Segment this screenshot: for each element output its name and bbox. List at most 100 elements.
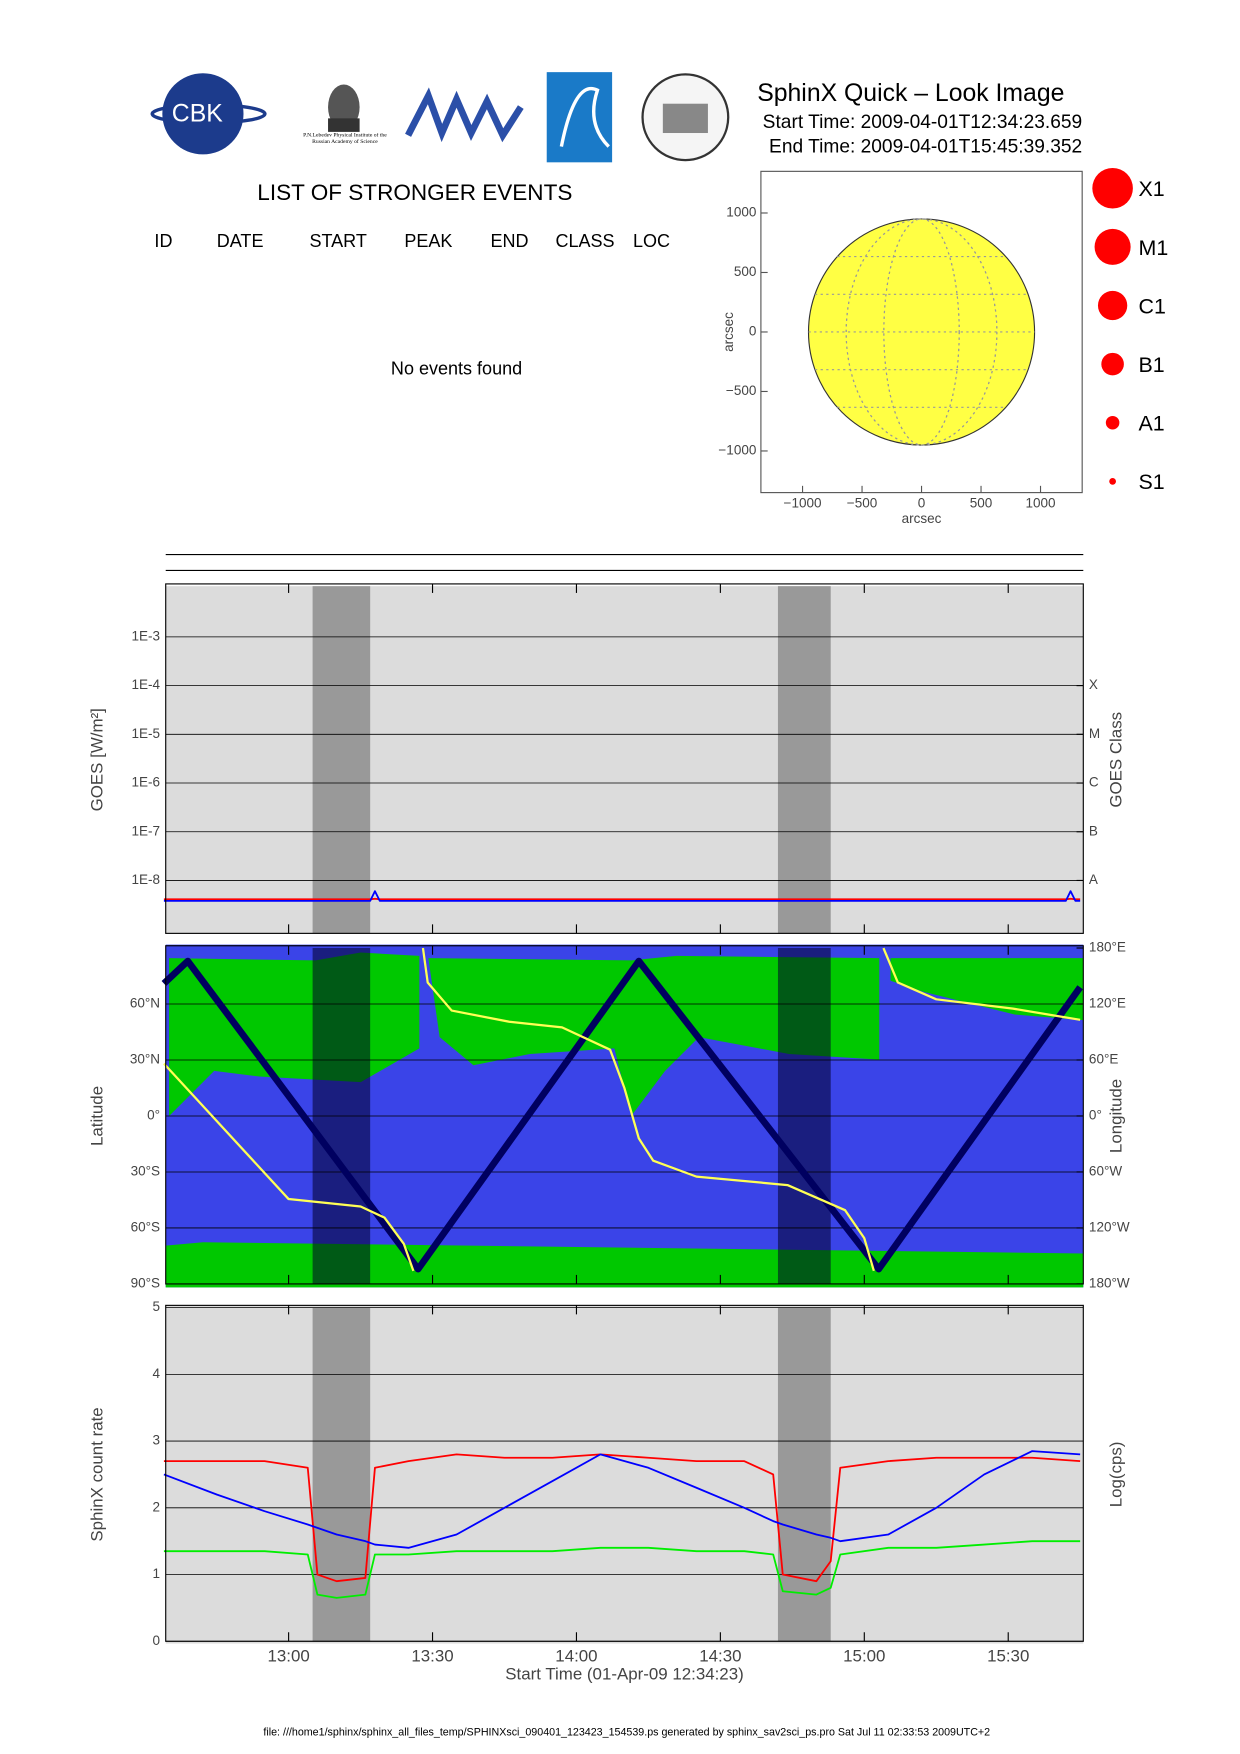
y-tick-label: 1000: [726, 205, 756, 220]
y-tick-label: 0: [749, 324, 757, 339]
footer: file: ///home1/sphinx/sphinx_all_files_t…: [263, 1726, 990, 1738]
logo-caption-box: P.N.Lebedev Physical Institute of the Ru…: [303, 133, 387, 146]
disk-grid: [883, 218, 960, 446]
series-line: [163, 1540, 1081, 1599]
region: [890, 958, 1084, 1021]
x-axis-label: arcsec: [902, 511, 942, 526]
logo-portrait: [328, 118, 360, 132]
y-axis-label: Latitude: [88, 1086, 107, 1146]
series-line: [161, 957, 1083, 1273]
class-marker: [1092, 167, 1133, 209]
y2-tick-label: 60°W: [1089, 1164, 1122, 1179]
y-tick-label: 1E-8: [132, 872, 161, 887]
class-marker: [1101, 352, 1124, 376]
page-title: SphinX Quick – Look Image: [757, 80, 1064, 107]
y-tick-label: 1E-5: [132, 726, 161, 741]
y2-tick-label: B: [1089, 823, 1098, 838]
class-label: M1: [1139, 236, 1169, 260]
y-tick-label: 4: [153, 1366, 161, 1381]
class-label: X1: [1139, 177, 1165, 201]
logo-square: [546, 72, 613, 163]
logo-text: CBK: [172, 101, 223, 128]
plot-frame: [165, 583, 1084, 934]
region: [165, 1242, 1084, 1288]
y2-tick-label: C: [1089, 775, 1099, 790]
y2-tick-label: A: [1089, 872, 1098, 887]
class-marker: [1094, 228, 1131, 265]
column-header: DATE: [217, 231, 264, 251]
series-line: [163, 897, 1081, 901]
column-header: PEAK: [404, 231, 452, 251]
x-tick-label: 1000: [1025, 495, 1055, 510]
y-tick-label: 90°S: [131, 1276, 160, 1291]
y-tick-label: 5: [153, 1299, 161, 1314]
y-tick-label: 3: [153, 1433, 161, 1448]
y-tick-label: 0: [153, 1633, 161, 1648]
disk-grid: [845, 218, 998, 446]
plot-frame: [165, 1304, 1084, 1642]
y-axis-label: SphinX count rate: [88, 1407, 107, 1541]
class-label: A1: [1139, 412, 1165, 436]
series-line: [163, 1453, 1081, 1583]
y2-axis-label: Longitude: [1107, 1079, 1126, 1153]
y2-tick-label: M: [1089, 726, 1100, 741]
x-tick-label: 13:30: [411, 1647, 453, 1666]
x-tick-label: 13:00: [267, 1647, 309, 1666]
class-marker: [1105, 415, 1120, 430]
y-tick-label: 60°S: [131, 1220, 160, 1235]
x-tick-label: −1000: [784, 495, 822, 510]
y2-axis-label: GOES Class: [1107, 712, 1126, 808]
y2-tick-label: 180°E: [1089, 940, 1126, 955]
x-tick-label: 500: [970, 495, 993, 510]
x-tick-label: 0: [918, 495, 926, 510]
logo-cbk: [162, 73, 244, 155]
events-title: LIST OF STRONGER EVENTS: [257, 180, 572, 205]
series-line: [163, 890, 1081, 902]
column-header: START: [309, 231, 366, 251]
y-tick-label: 1E-3: [132, 628, 161, 643]
y2-axis-label: Log(cps): [1107, 1442, 1126, 1508]
class-label: B1: [1139, 353, 1165, 377]
x-tick-label: −500: [847, 495, 877, 510]
logo-building: [662, 103, 708, 134]
y-tick-label: −500: [726, 383, 756, 398]
night-band: [312, 1307, 371, 1642]
x-axis-label: Start Time (01-Apr-09 12:34:23): [505, 1665, 743, 1684]
night-band: [777, 1307, 831, 1642]
region: [428, 955, 880, 1116]
column-header: END: [491, 231, 529, 251]
y2-tick-label: X: [1089, 677, 1098, 692]
logos: CBK P.N.Lebedev Physical Institute of th…: [150, 72, 730, 163]
y-tick-label: 500: [734, 264, 757, 279]
y-tick-label: 0°: [147, 1108, 160, 1123]
events-message: No events found: [391, 359, 522, 379]
logo-caption: P.N.Lebedev Physical Institute of the Ru…: [303, 133, 387, 146]
x-tick-label: 15:00: [843, 1647, 885, 1666]
column-header: LOC: [633, 231, 670, 251]
y-axis-label: GOES [W/m²]: [88, 708, 107, 811]
y-tick-label: 1E-7: [132, 823, 161, 838]
plot-area: [165, 586, 1084, 934]
night-band: [777, 586, 831, 934]
column-header: ID: [154, 231, 172, 251]
y-tick-label: 30°N: [130, 1052, 160, 1067]
column-header: CLASS: [556, 231, 615, 251]
y2-tick-label: 120°E: [1089, 996, 1126, 1011]
night-band: [312, 586, 371, 934]
y-tick-label: 30°S: [131, 1164, 160, 1179]
series-line: [163, 1450, 1081, 1549]
logo-mian: [405, 87, 524, 143]
class-label: C1: [1139, 294, 1166, 318]
series-line: [163, 947, 1081, 1272]
x-tick-label: 14:00: [555, 1647, 597, 1666]
x-tick-label: 15:30: [987, 1647, 1029, 1666]
y2-tick-label: 180°W: [1089, 1276, 1130, 1291]
end-time: End Time: 2009-04-01T15:45:39.352: [769, 137, 1082, 158]
y2-tick-label: 60°E: [1089, 1052, 1118, 1067]
start-time: Start Time: 2009-04-01T12:34:23.659: [763, 112, 1082, 133]
y-tick-label: −1000: [718, 443, 756, 458]
class-label: S1: [1139, 470, 1165, 494]
y-tick-label: 1E-6: [132, 775, 161, 790]
